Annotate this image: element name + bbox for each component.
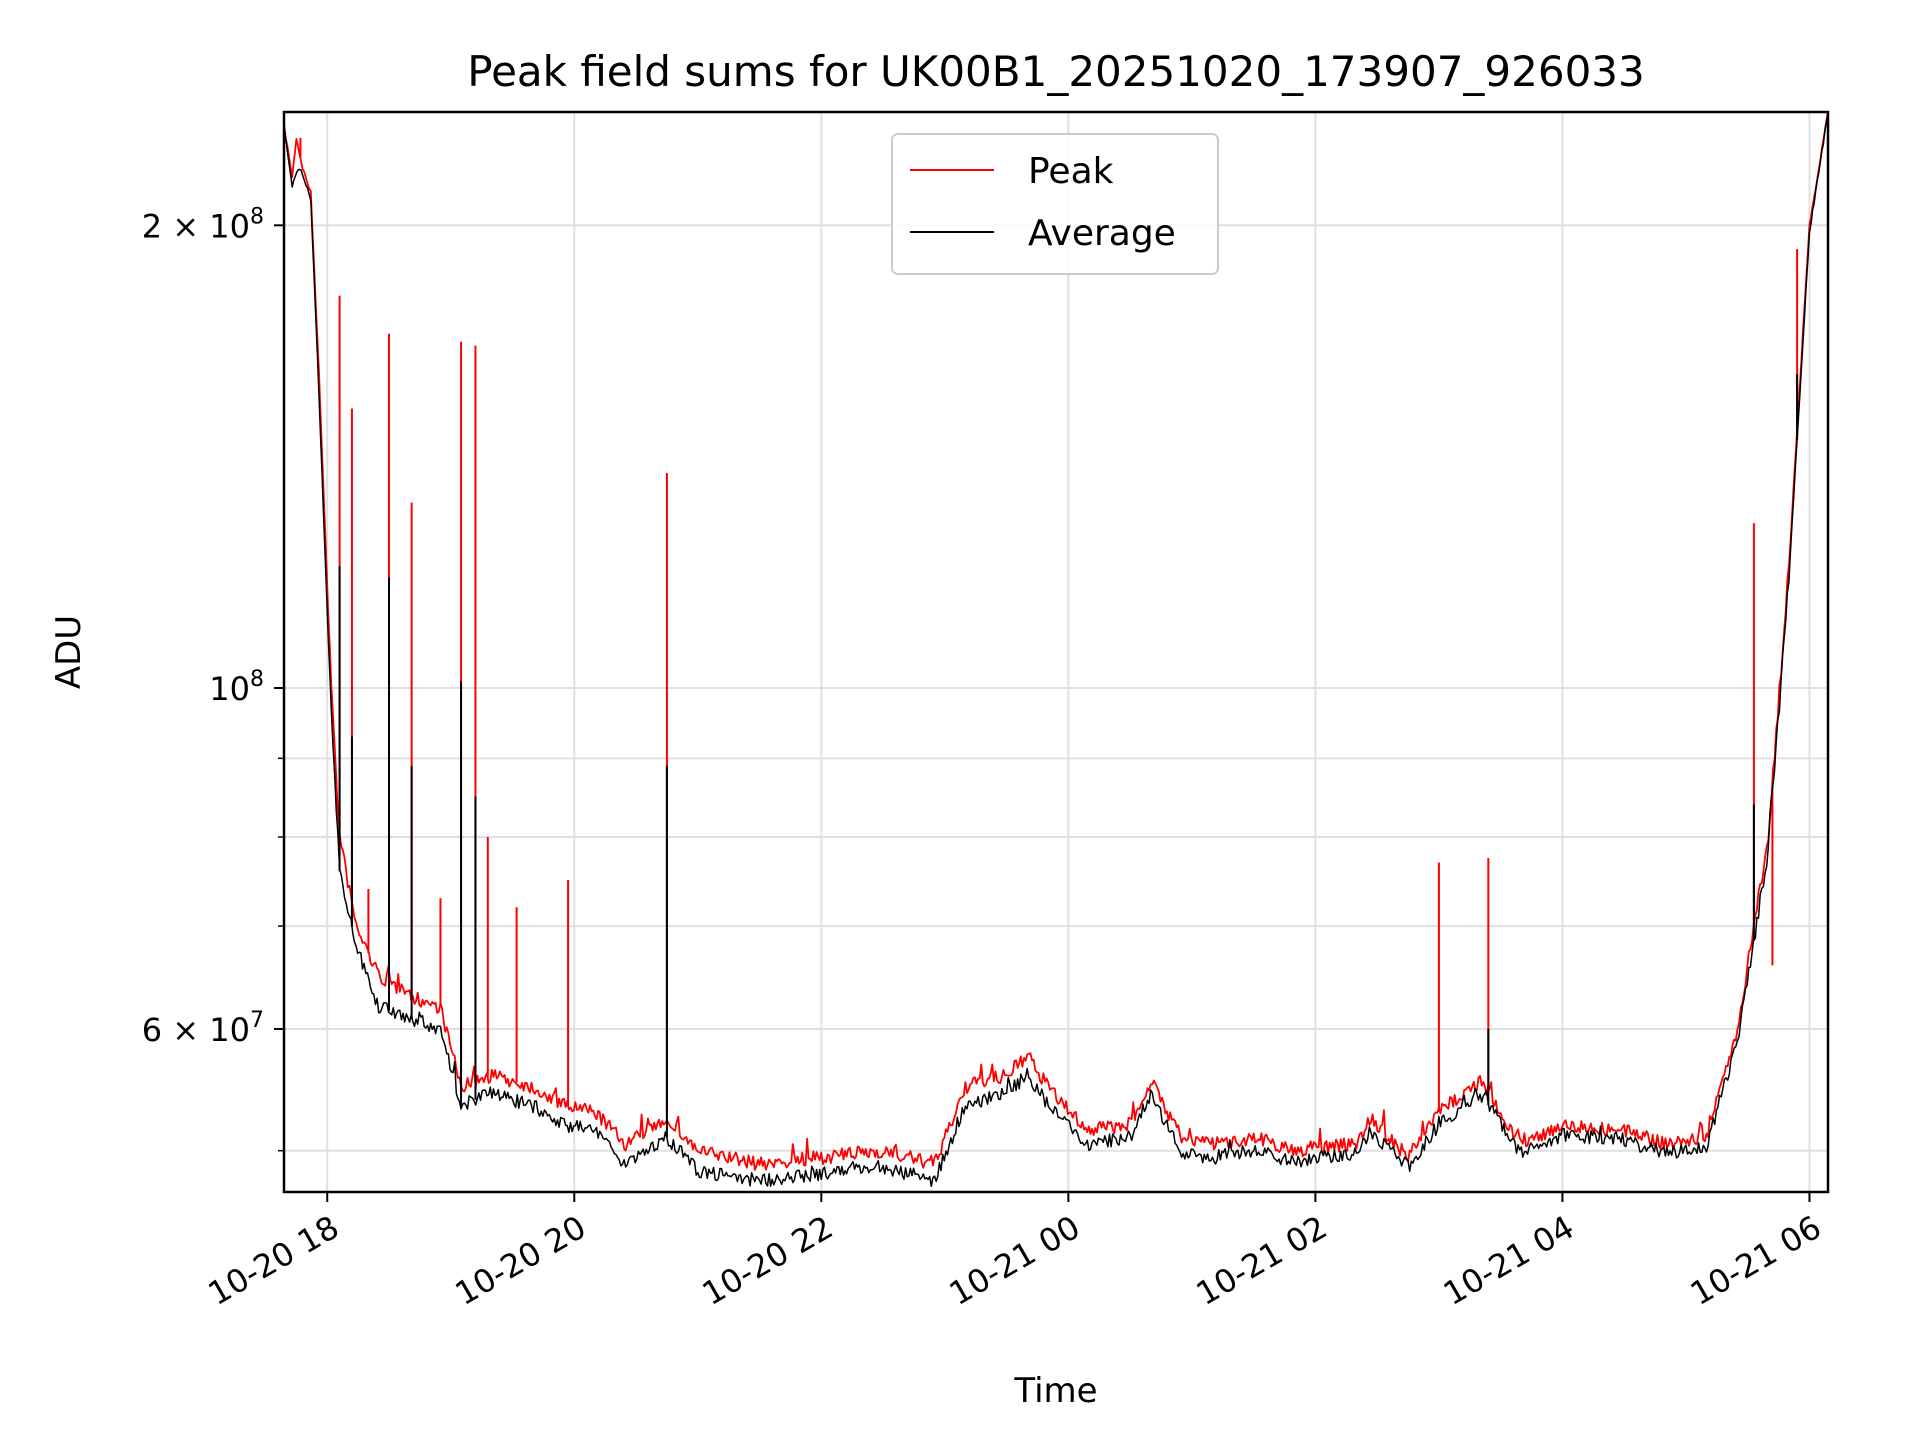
legend-label-average: Average — [1028, 213, 1176, 254]
chart-title: Peak field sums for UK00B1_20251020_1739… — [467, 47, 1645, 96]
x-axis-title: Time — [1013, 1371, 1097, 1411]
y-tick-label: 6 × 107 — [142, 1008, 264, 1049]
legend: Peak Average — [891, 133, 1219, 275]
series-line-average — [284, 112, 1828, 1188]
legend-label-peak: Peak — [1028, 151, 1114, 192]
series-average — [284, 112, 1828, 1188]
y-tick-label: 2 × 108 — [142, 204, 264, 245]
y-tick-label: 108 — [209, 667, 264, 708]
y-axis-title: ADU — [49, 615, 89, 689]
y-axis: 2 × 108 108 6 × 107 — [142, 204, 284, 1152]
grid — [284, 112, 1828, 1192]
series-line-peak — [284, 112, 1828, 1171]
plot-series — [284, 112, 1828, 1188]
plot-frame — [282, 110, 1830, 1194]
